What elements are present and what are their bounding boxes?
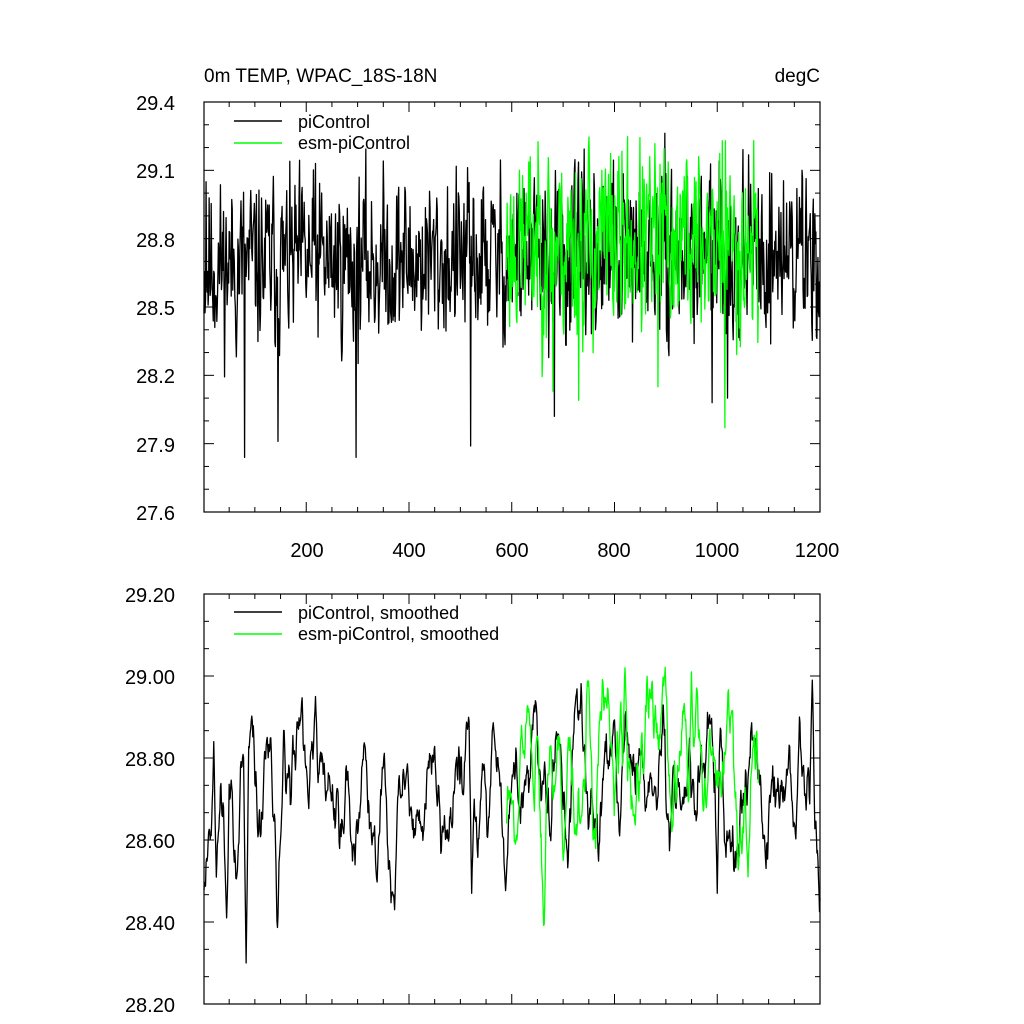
raw-series-lines: [203, 132, 821, 458]
raw-x-tick-label: 1200: [795, 540, 840, 562]
raw-y-tick-label: 28.2: [136, 366, 175, 388]
smoothed-panel: 29.20 29.00 28.80 28.60 28.40 28.20 piCo…: [125, 585, 821, 1017]
legend-label-picontrol: piControl: [298, 112, 370, 132]
raw-y-tick-label: 27.6: [136, 503, 175, 525]
smoothed-y-tick-label: 28.20: [125, 995, 175, 1017]
raw-y-tick-label: 27.9: [136, 435, 175, 457]
plot-title: 0m TEMP, WPAC_18S-18N: [204, 66, 437, 87]
raw-y-tick-label: 29.4: [136, 93, 175, 115]
raw-legend: piControl esm-piControl: [234, 112, 410, 153]
raw-x-tick-label: 1000: [695, 540, 740, 562]
smoothed-y-tick-label: 29.20: [125, 585, 175, 607]
raw-x-tick-label: 800: [597, 540, 630, 562]
units-label: degC: [775, 66, 820, 87]
raw-series-line-picontrol: [203, 132, 821, 458]
smoothed-series-line-esm-picontrol-smoothed: [505, 666, 759, 927]
raw-y-tick-labels: 29.4 29.1 28.8 28.5 28.2 27.9 27.6: [136, 93, 175, 525]
raw-x-tick-label: 400: [392, 540, 425, 562]
smoothed-plot-frame: [203, 593, 821, 1005]
smoothed-y-tick-label: 28.40: [125, 913, 175, 935]
smoothed-y-tick-label: 29.00: [125, 667, 175, 689]
smoothed-series-line-picontrol-smoothed: [203, 679, 821, 964]
legend-label-picontrol-smoothed: piControl, smoothed: [298, 603, 459, 623]
legend-label-esm-picontrol: esm-piControl: [298, 133, 410, 153]
smoothed-series-lines: [203, 666, 821, 964]
raw-x-tick-label: 200: [290, 540, 323, 562]
smoothed-tick-marks: [204, 593, 821, 1005]
smoothed-y-tick-label: 28.80: [125, 749, 175, 771]
raw-x-tick-label: 600: [495, 540, 528, 562]
raw-y-tick-label: 29.1: [136, 161, 175, 183]
raw-x-tick-labels: 200 400 600 800 1000 1200: [290, 540, 839, 562]
smoothed-y-tick-labels: 29.20 29.00 28.80 28.60 28.40 28.20: [125, 585, 175, 1017]
raw-y-tick-label: 28.8: [136, 230, 175, 252]
raw-panel: 29.4 29.1 28.8 28.5 28.2 27.9 27.6 200 4…: [136, 93, 839, 562]
raw-y-tick-label: 28.5: [136, 298, 175, 320]
legend-label-esm-picontrol-smoothed: esm-piControl, smoothed: [298, 624, 499, 644]
raw-series-line-esm-picontrol: [505, 135, 759, 429]
smoothed-legend: piControl, smoothed esm-piControl, smoot…: [234, 603, 499, 644]
smoothed-y-tick-label: 28.60: [125, 831, 175, 853]
